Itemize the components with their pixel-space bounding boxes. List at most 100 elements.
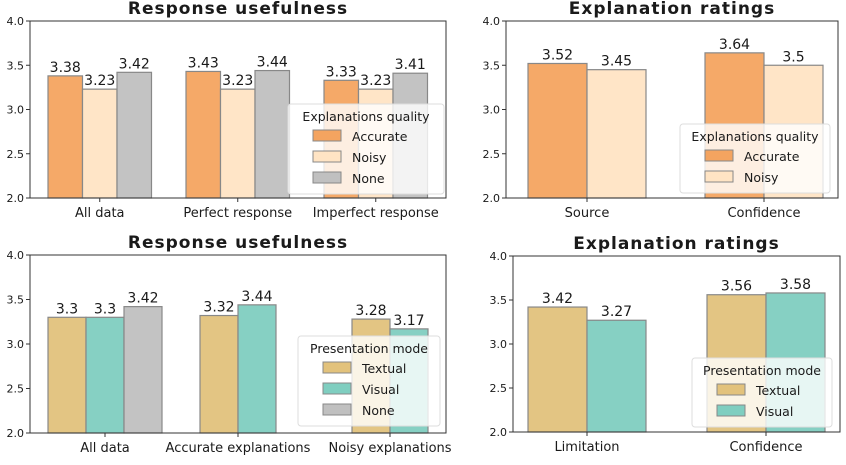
bar-noisy [81, 88, 118, 199]
x-tick-label: Limitation [554, 440, 619, 455]
y-tick-label: 4.0 [7, 15, 25, 28]
data-label: 3.28 [355, 303, 386, 319]
bar-textual [199, 314, 239, 434]
data-label: 3.41 [395, 57, 426, 73]
y-tick-label: 2.5 [483, 148, 501, 161]
x-tick-label: Noisy explanations [328, 441, 451, 456]
bar-textual [527, 306, 588, 433]
legend-label: Visual [362, 382, 399, 397]
chart-panel-1: Explanation ratings 2.0 2.5 3.0 3.5 4.0 3.52 3.… [483, 0, 839, 221]
legend-swatch [312, 129, 342, 142]
axes-frame [29, 254, 447, 434]
legend-title: Explanations quality [691, 129, 819, 144]
bar-textual [47, 316, 87, 434]
legend-swatch [704, 149, 734, 162]
y-tick-label: 3.5 [483, 59, 501, 72]
legend: Presentation mode Textual Visual None [297, 335, 441, 427]
y-tick-label: 4.0 [7, 249, 25, 262]
chart-title: Explanation ratings [573, 234, 779, 254]
data-label: 3.23 [84, 73, 115, 89]
bar-none [123, 306, 163, 434]
legend-label: Noisy [352, 150, 387, 165]
x-tick-label: All data [80, 441, 130, 456]
legend-swatch [716, 404, 746, 417]
data-label: 3.5 [782, 49, 804, 65]
y-tick-label: 3.0 [483, 104, 501, 117]
legend: Explanations quality Accurate Noisy None [287, 103, 445, 195]
y-tick-label: 3.5 [490, 294, 508, 307]
legend-label: Accurate [352, 129, 408, 144]
legend-swatch [312, 150, 342, 163]
legend-label: Textual [755, 383, 800, 398]
data-label: 3.32 [203, 300, 234, 316]
y-tick-label: 2.0 [7, 427, 25, 440]
x-tick-label: All data [75, 206, 125, 221]
data-label: 3.42 [542, 291, 573, 307]
bar-accurate [185, 70, 222, 199]
y-tick-label: 3.5 [7, 294, 25, 307]
data-label: 3.17 [393, 313, 424, 329]
bar-none [254, 69, 291, 199]
data-label: 3.58 [780, 277, 811, 293]
data-label: 3.64 [719, 37, 750, 53]
bar-visual [85, 316, 125, 434]
data-label: 3.44 [241, 289, 272, 305]
legend-title: Explanations quality [302, 109, 430, 124]
data-label: 3.56 [721, 279, 752, 295]
data-label: 3.38 [50, 60, 81, 76]
data-label: 3.43 [188, 55, 219, 71]
x-tick-label: Perfect response [183, 206, 292, 221]
y-tick-label: 2.5 [7, 383, 25, 396]
y-tick-label: 3.5 [7, 59, 25, 72]
y-tick-label: 4.0 [490, 250, 508, 263]
legend-swatch [322, 403, 352, 416]
y-tick-label: 2.0 [483, 192, 501, 205]
bar-accurate [527, 62, 588, 199]
chart-title: Response usefulness [128, 233, 348, 253]
x-tick-label: Accurate explanations [166, 441, 311, 456]
y-tick-label: 2.0 [7, 192, 25, 205]
legend: Presentation mode Textual Visual [691, 357, 833, 428]
axes-frame [29, 20, 447, 199]
x-tick-label: Confidence [727, 206, 800, 221]
legend-swatch [716, 383, 746, 396]
y-tick-label: 3.0 [7, 104, 25, 117]
legend-swatch [704, 170, 734, 183]
legend-label: None [362, 403, 395, 418]
bar-visual [586, 319, 647, 433]
bar-none [116, 71, 153, 199]
y-tick-label: 4.0 [483, 15, 501, 28]
chart-title: Explanation ratings [569, 0, 775, 19]
y-tick-label: 2.5 [490, 382, 508, 395]
data-label: 3.27 [601, 304, 632, 320]
y-tick-label: 3.0 [7, 338, 25, 351]
axes-frame [512, 255, 841, 433]
data-label: 3.45 [601, 54, 632, 70]
x-tick-label: Imperfect response [313, 206, 439, 221]
data-label: 3.3 [56, 301, 78, 317]
axes-frame [505, 20, 839, 199]
x-tick-label: Source [565, 206, 610, 221]
legend-label: Visual [756, 404, 793, 419]
bar-noisy [586, 69, 647, 199]
data-label: 3.3 [94, 301, 116, 317]
chart-panel-3: Explanation ratings 2.0 2.5 3.0 3.5 4.0 3.42 3.… [490, 234, 841, 455]
x-tick-label: Confidence [729, 440, 802, 455]
y-tick-label: 2.5 [7, 148, 25, 161]
legend-title: Presentation mode [703, 363, 821, 378]
bar-accurate [47, 75, 84, 199]
y-tick-label: 2.0 [490, 426, 508, 439]
chart-title: Response usefulness [128, 0, 348, 19]
legend-title: Presentation mode [310, 341, 428, 356]
data-label: 3.23 [360, 73, 391, 89]
y-tick-label: 3.0 [490, 338, 508, 351]
legend: Explanations quality Accurate Noisy [679, 123, 831, 194]
data-label: 3.52 [542, 47, 573, 63]
data-label: 3.42 [127, 291, 158, 307]
data-label: 3.44 [257, 55, 288, 71]
legend-swatch [322, 382, 352, 395]
legend-label: Textual [361, 361, 406, 376]
legend-label: None [352, 171, 385, 186]
data-label: 3.33 [326, 64, 357, 80]
